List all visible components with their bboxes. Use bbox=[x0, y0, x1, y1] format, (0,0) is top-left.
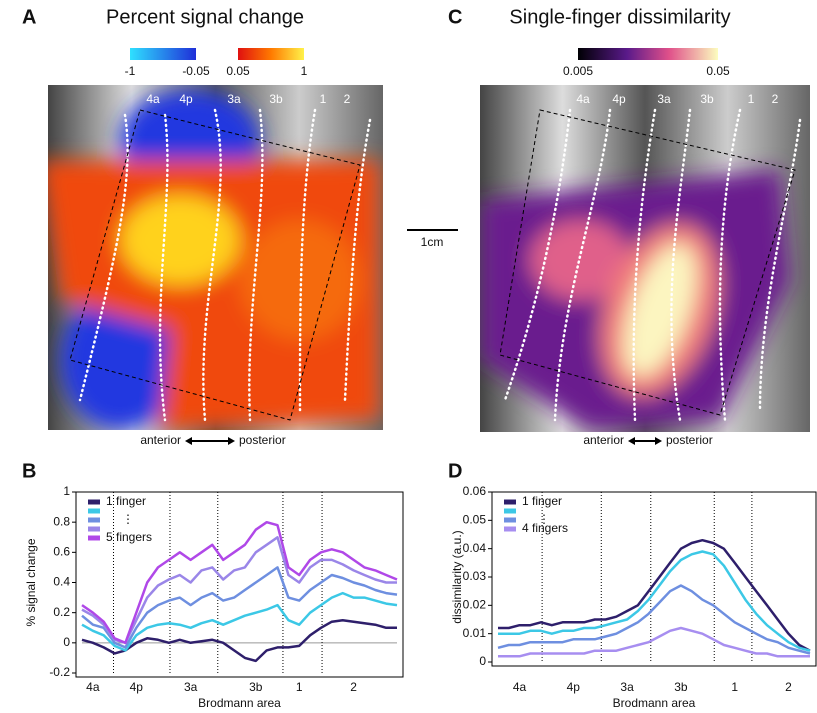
x-tick-label: 1 bbox=[731, 680, 738, 694]
panel-letter: A bbox=[22, 6, 36, 28]
area-label: 4p bbox=[612, 92, 626, 106]
panel-title: Single-finger dissimilarity bbox=[509, 6, 730, 28]
colorbar-tick-label: 0.005 bbox=[563, 64, 593, 78]
y-tick-label: -0.2 bbox=[49, 665, 70, 679]
x-tick-label: 3b bbox=[674, 680, 688, 694]
panel-letter: B bbox=[22, 460, 36, 482]
area-label: 4a bbox=[146, 92, 160, 106]
colorbar-tick-label: 1 bbox=[301, 64, 308, 78]
direction-label: anterior bbox=[140, 433, 181, 447]
colorbar-dissimilarity bbox=[578, 48, 718, 60]
area-label: 3a bbox=[227, 92, 241, 106]
x-tick-label: 1 bbox=[296, 680, 303, 694]
x-tick-label: 3a bbox=[620, 680, 634, 694]
y-axis-label: % signal change bbox=[24, 538, 38, 626]
legend-label: 1 finger bbox=[522, 494, 562, 508]
legend-ellipsis: ⋮ bbox=[122, 512, 134, 526]
x-tick-label: 2 bbox=[350, 680, 357, 694]
colorbar-negative bbox=[130, 48, 196, 60]
area-label: 1 bbox=[320, 92, 327, 106]
colorbar-tick-label: 0.05 bbox=[226, 64, 250, 78]
area-label: 3a bbox=[657, 92, 671, 106]
y-tick-label: 0.04 bbox=[463, 541, 487, 555]
y-tick-label: 0.05 bbox=[463, 513, 487, 527]
x-tick-label: 4p bbox=[567, 680, 581, 694]
area-label: 4a bbox=[576, 92, 590, 106]
area-label: 3b bbox=[700, 92, 714, 106]
y-tick-label: 0.2 bbox=[53, 605, 70, 619]
direction-label: posterior bbox=[666, 433, 713, 447]
series-line bbox=[498, 540, 810, 651]
scale-bar-label: 1cm bbox=[421, 235, 444, 249]
series-line bbox=[82, 537, 397, 643]
brain-map-c bbox=[480, 85, 810, 432]
colorbar-positive bbox=[238, 48, 304, 60]
legend-ellipsis: ⋮ bbox=[538, 512, 550, 526]
legend-label: 1 finger bbox=[106, 494, 146, 508]
y-tick-label: 0.4 bbox=[53, 575, 70, 589]
colorbar-tick-label: -1 bbox=[125, 64, 136, 78]
y-tick-label: 0.06 bbox=[463, 484, 487, 498]
x-axis-label: Brodmann area bbox=[613, 696, 696, 710]
y-tick-label: 0.01 bbox=[463, 626, 487, 640]
x-tick-label: 2 bbox=[785, 680, 792, 694]
colorbar-tick-label: -0.05 bbox=[182, 64, 210, 78]
area-label: 3b bbox=[269, 92, 283, 106]
x-tick-label: 3a bbox=[184, 680, 198, 694]
brain-map-a bbox=[40, 85, 383, 430]
figure: 1cm A Percent signal change -1 -0.05 0.05 1 4a… bbox=[0, 0, 817, 713]
panel-letter: C bbox=[448, 6, 462, 28]
legend-label: 5 fingers bbox=[106, 530, 152, 544]
x-axis-label: Brodmann area bbox=[198, 696, 281, 710]
area-label: 2 bbox=[344, 92, 351, 106]
x-tick-label: 3b bbox=[249, 680, 263, 694]
y-tick-label: 0.03 bbox=[463, 569, 487, 583]
direction-label: anterior bbox=[583, 433, 624, 447]
y-tick-label: 0.02 bbox=[463, 598, 487, 612]
area-label: 1 bbox=[748, 92, 755, 106]
y-axis-label: dissimilarity (a.u.) bbox=[450, 530, 464, 623]
area-label: 2 bbox=[772, 92, 779, 106]
x-tick-label: 4a bbox=[513, 680, 527, 694]
panel-title: Percent signal change bbox=[106, 6, 304, 28]
direction-label: posterior bbox=[239, 433, 286, 447]
y-tick-label: 0.8 bbox=[53, 514, 70, 528]
y-tick-label: 0 bbox=[63, 635, 70, 649]
x-tick-label: 4a bbox=[86, 680, 100, 694]
colorbar-tick-label: 0.05 bbox=[706, 64, 730, 78]
x-tick-label: 4p bbox=[130, 680, 144, 694]
y-tick-label: 0.6 bbox=[53, 545, 70, 559]
y-tick-label: 1 bbox=[63, 484, 70, 498]
panel-letter: D bbox=[448, 460, 462, 482]
area-label: 4p bbox=[179, 92, 193, 106]
y-tick-label: 0 bbox=[479, 654, 486, 668]
